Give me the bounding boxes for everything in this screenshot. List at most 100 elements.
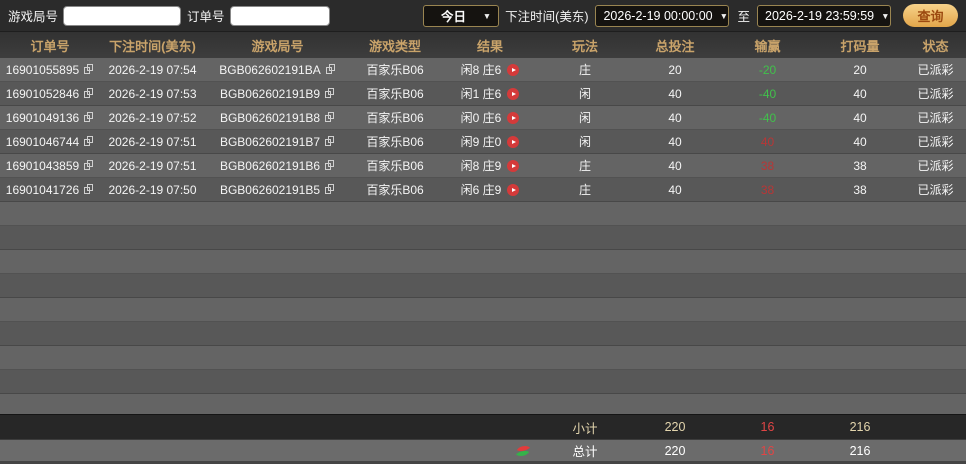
order-id: 16901049136 <box>5 110 80 125</box>
order-id-cell: 16901049136 <box>0 106 100 129</box>
empty-row <box>0 346 966 370</box>
bet-time: 2026-2-19 07:52 <box>108 110 197 125</box>
empty-row <box>0 322 966 346</box>
total-spacer <box>205 440 350 461</box>
table-row: 16901049136 2026-2-19 07:52 BGB062602191… <box>0 106 966 130</box>
total-bet: 40 <box>668 110 682 125</box>
game-type: 百家乐B06 <box>366 87 424 101</box>
empty-row <box>0 370 966 394</box>
subtotal-spacer <box>100 415 205 439</box>
date-to-select[interactable]: 2026-2-19 23:59:59 ▼ <box>757 4 891 27</box>
copy-icon[interactable] <box>84 160 94 171</box>
order-id: 16901046744 <box>5 134 80 149</box>
subtotal-spacer <box>905 415 966 439</box>
play-icon[interactable] <box>507 63 520 76</box>
subtotal-spacer <box>440 415 540 439</box>
copy-icon-front <box>84 187 91 194</box>
search-button[interactable]: 查询 <box>903 4 958 27</box>
quick-range-select[interactable]: 今日 ▼ <box>423 4 500 27</box>
round-id-cell: BGB062602191BA <box>205 58 350 81</box>
subtotal-spacer <box>205 415 350 439</box>
turnover: 40 <box>853 110 867 125</box>
header-order-no: 订单号 <box>30 38 70 54</box>
total-bet: 40 <box>668 134 682 149</box>
status: 已派彩 <box>917 183 954 197</box>
total-win-loss: 16 <box>760 443 775 458</box>
bet-time-label: 下注时间(美东) <box>505 10 589 24</box>
play-icon[interactable] <box>507 87 520 100</box>
total-spacer <box>0 440 100 461</box>
order-id-cell: 16901046744 <box>0 130 100 153</box>
round-id: BGB062602191B5 <box>219 182 321 197</box>
play-type: 闲 <box>578 135 591 149</box>
play-triangle <box>511 163 516 168</box>
play-icon[interactable] <box>507 159 520 172</box>
copy-icon[interactable] <box>325 88 335 99</box>
table-row: 16901043859 2026-2-19 07:51 BGB062602191… <box>0 154 966 178</box>
copy-icon[interactable] <box>84 88 94 99</box>
subtotal-spacer <box>0 415 100 439</box>
result-text: 闲9 庄0 <box>460 135 502 149</box>
header-turnover: 打码量 <box>840 38 880 54</box>
win-loss-swirl-icon <box>516 445 530 456</box>
result-cell: 闲6 庄9 <box>440 178 540 201</box>
total-label: 总计 <box>572 445 598 459</box>
play-triangle <box>511 139 516 144</box>
copy-icon[interactable] <box>84 64 94 75</box>
win-loss: 40 <box>760 134 775 149</box>
total-bet: 40 <box>668 86 682 101</box>
round-id: BGB062602191B8 <box>219 110 321 125</box>
filter-bar: 游戏局号 订单号 今日 ▼ 下注时间(美东) 2026-2-19 00:00:0… <box>0 0 966 31</box>
order-id-cell: 16901055895 <box>0 58 100 81</box>
date-from-select[interactable]: 2026-2-19 00:00:00 ▼ <box>595 4 730 27</box>
play-icon[interactable] <box>507 111 520 124</box>
header-result: 结果 <box>476 38 503 54</box>
game-round-input[interactable] <box>63 5 182 26</box>
total-spacer <box>905 440 966 461</box>
header-round-id: 游戏局号 <box>251 38 304 54</box>
play-type: 庄 <box>578 159 591 173</box>
status: 已派彩 <box>917 111 954 125</box>
copy-icon-front <box>84 139 91 146</box>
round-id: BGB062602191B7 <box>219 134 321 149</box>
copy-icon[interactable] <box>325 184 335 195</box>
table-body: 16901055895 2026-2-19 07:54 BGB062602191… <box>0 58 966 414</box>
order-id-cell: 16901052846 <box>0 82 100 105</box>
order-no-label: 订单号 <box>187 10 225 24</box>
play-icon[interactable] <box>507 183 520 196</box>
copy-icon[interactable] <box>325 64 336 75</box>
subtotal-turnover: 216 <box>849 420 871 434</box>
copy-icon[interactable] <box>325 112 335 123</box>
copy-icon-front <box>84 91 91 98</box>
round-id-cell: BGB062602191B8 <box>205 106 350 129</box>
bet-time: 2026-2-19 07:50 <box>108 182 197 197</box>
play-icon[interactable] <box>507 135 520 148</box>
play-type: 闲 <box>578 87 591 101</box>
total-turnover: 216 <box>849 443 871 458</box>
copy-icon-front <box>325 115 332 122</box>
copy-icon[interactable] <box>84 112 94 123</box>
win-loss: 38 <box>760 158 775 173</box>
game-type: 百家乐B06 <box>366 135 424 149</box>
game-type: 百家乐B06 <box>366 63 424 77</box>
subtotal-total-bet: 220 <box>664 420 686 434</box>
copy-icon[interactable] <box>84 136 94 147</box>
copy-icon[interactable] <box>84 184 94 195</box>
play-triangle <box>511 91 516 96</box>
copy-icon[interactable] <box>325 136 335 147</box>
result-cell: 闲8 庄9 <box>440 154 540 177</box>
date-to-value: 2026-2-19 23:59:59 <box>765 8 875 23</box>
game-type: 百家乐B06 <box>366 159 424 173</box>
copy-icon-front <box>325 139 332 146</box>
play-type: 庄 <box>578 63 591 77</box>
bet-time: 2026-2-19 07:54 <box>108 62 197 77</box>
win-loss: 38 <box>760 182 775 197</box>
order-no-input[interactable] <box>229 5 330 26</box>
result-cell: 闲9 庄0 <box>440 130 540 153</box>
total-icon-cell <box>440 440 540 461</box>
round-id-cell: BGB062602191B7 <box>205 130 350 153</box>
game-type: 百家乐B06 <box>366 111 424 125</box>
chevron-down-icon: ▼ <box>881 10 890 21</box>
copy-icon[interactable] <box>325 160 335 171</box>
